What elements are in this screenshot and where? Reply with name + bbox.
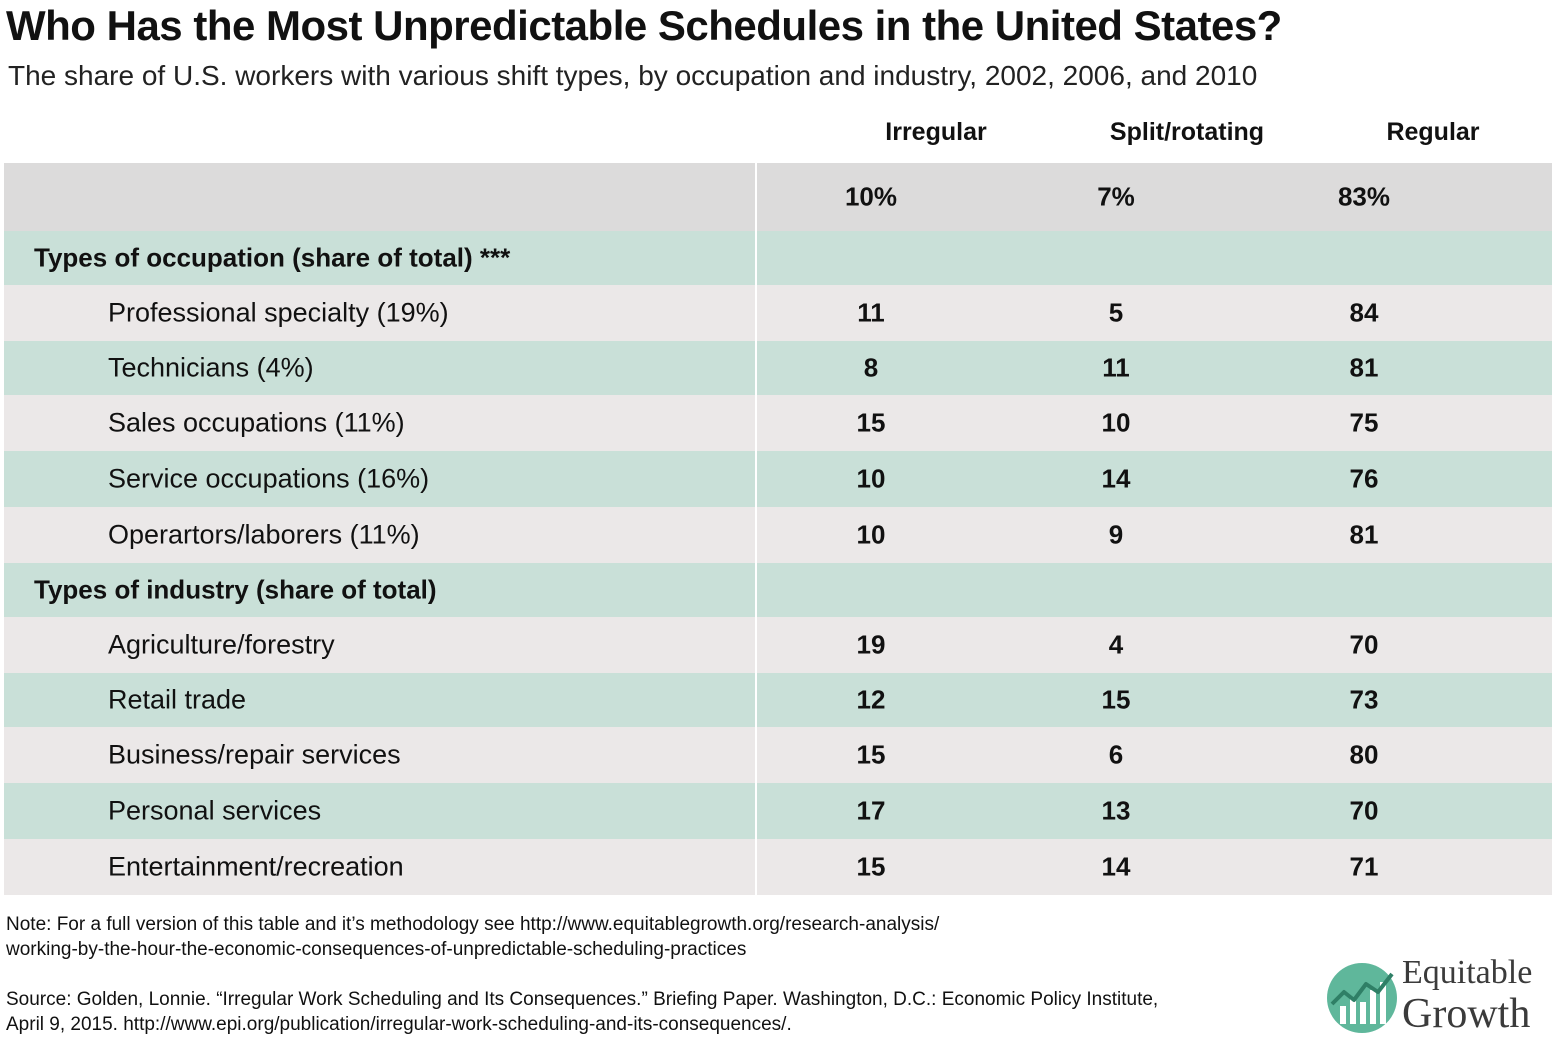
- cell-regular: 84: [1349, 297, 1379, 328]
- section-label: Types of occupation (share of total) ***: [34, 242, 511, 273]
- table-source: Source: Golden, Lonnie. “Irregular Work …: [6, 987, 1158, 1037]
- row-label-cell: Personal services: [4, 783, 757, 839]
- cell-irregular: 8: [863, 352, 879, 383]
- cell-irregular: 15: [856, 739, 886, 770]
- table-note: Note: For a full version of this table a…: [6, 912, 939, 962]
- row-label: Personal services: [108, 795, 322, 826]
- row-label: Operartors/laborers (11%): [108, 519, 420, 550]
- row-label-cell: Types of occupation (share of total) ***: [4, 231, 757, 285]
- column-headers: Irregular Split/rotating Regular: [0, 118, 1552, 158]
- column-header-regular: Regular: [1386, 118, 1480, 146]
- logo-text-growth: Growth: [1402, 991, 1531, 1037]
- cell-split-rotating: 15: [1101, 684, 1131, 715]
- section-header-row: Types of industry (share of total): [4, 563, 1552, 617]
- row-label-cell: Professional specialty (19%): [4, 285, 757, 341]
- table-row: Personal services 17 13 70: [4, 783, 1552, 839]
- table-row: Agriculture/forestry 19 4 70: [4, 617, 1552, 673]
- cell-irregular: 12: [856, 684, 886, 715]
- row-label-cell: Sales occupations (11%): [4, 395, 757, 451]
- cell-regular: 81: [1349, 519, 1379, 550]
- table-row: Retail trade 12 15 73: [4, 673, 1552, 727]
- note-line-1: Note: For a full version of this table a…: [6, 914, 940, 935]
- cell-split-rotating: 11: [1102, 352, 1130, 383]
- page-subtitle: The share of U.S. workers with various s…: [8, 60, 1258, 91]
- row-label: Professional specialty (19%): [108, 297, 449, 328]
- row-label-cell: Service occupations (16%): [4, 451, 757, 507]
- cell-regular: 73: [1349, 684, 1379, 715]
- equitable-growth-logo: Equitable Growth: [1326, 954, 1550, 1038]
- cell-split-rotating: 5: [1108, 297, 1124, 328]
- row-label: Service occupations (16%): [108, 463, 430, 494]
- table-row: Professional specialty (19%) 11 5 84: [4, 285, 1552, 341]
- logo-text-equitable: Equitable: [1402, 954, 1533, 991]
- source-line-1: Source: Golden, Lonnie. “Irregular Work …: [6, 989, 1159, 1010]
- cell-regular: 70: [1349, 795, 1379, 826]
- cell-split-rotating: 13: [1101, 795, 1131, 826]
- section-header-row: Types of occupation (share of total) ***: [4, 231, 1552, 285]
- row-label-cell: Agriculture/forestry: [4, 617, 757, 673]
- table-row: Sales occupations (11%) 15 10 75: [4, 395, 1552, 451]
- table-row: Operartors/laborers (11%) 10 9 81: [4, 507, 1552, 563]
- cell-irregular: 19: [856, 629, 886, 660]
- equitable-growth-logo-icon: [1327, 963, 1397, 1033]
- cell-split-rotating: 10: [1101, 407, 1131, 438]
- cell-regular: 76: [1349, 463, 1379, 494]
- cell-irregular: 15: [856, 407, 886, 438]
- cell-regular: 81: [1349, 352, 1379, 383]
- cell-irregular: 15: [856, 851, 886, 882]
- cell-irregular: 10%: [844, 181, 898, 212]
- cell-regular: 70: [1349, 629, 1379, 660]
- cell-regular: 83%: [1337, 181, 1391, 212]
- cell-split-rotating: 9: [1108, 519, 1124, 550]
- row-label-cell: Entertainment/recreation: [4, 839, 757, 895]
- row-label: Entertainment/recreation: [108, 851, 404, 882]
- section-label: Types of industry (share of total): [34, 574, 437, 605]
- cell-split-rotating: 14: [1101, 463, 1131, 494]
- cell-regular: 75: [1349, 407, 1379, 438]
- row-label-cell: Types of industry (share of total): [4, 563, 757, 617]
- row-label: Sales occupations (11%): [108, 407, 405, 438]
- row-label-cell: Technicians (4%): [4, 341, 757, 395]
- table-row: Business/repair services 15 6 80: [4, 727, 1552, 783]
- cell-split-rotating: 4: [1108, 629, 1124, 660]
- row-label: Retail trade: [108, 684, 247, 715]
- table-row: Entertainment/recreation 15 14 71: [4, 839, 1552, 895]
- cell-split-rotating: 14: [1101, 851, 1131, 882]
- column-header-irregular: Irregular: [885, 118, 987, 146]
- row-label-cell: Business/repair services: [4, 727, 757, 783]
- total-row: 10% 7% 83%: [4, 163, 1552, 231]
- row-label: Agriculture/forestry: [108, 629, 335, 660]
- row-label: Business/repair services: [108, 739, 401, 770]
- row-label-cell: Operartors/laborers (11%): [4, 507, 757, 563]
- schedule-table: 10% 7% 83% Types of occupation (share of to…: [4, 163, 1552, 895]
- table-row: Technicians (4%) 8 11 81: [4, 341, 1552, 395]
- cell-irregular: 10: [856, 519, 886, 550]
- cell-irregular: 11: [857, 297, 885, 328]
- table-row: Service occupations (16%) 10 14 76: [4, 451, 1552, 507]
- cell-irregular: 17: [856, 795, 886, 826]
- cell-split-rotating: 6: [1108, 739, 1124, 770]
- cell-regular: 71: [1349, 851, 1379, 882]
- column-header-split-rotating: Split/rotating: [1109, 118, 1265, 146]
- row-label-cell: [4, 163, 757, 231]
- cell-regular: 80: [1349, 739, 1379, 770]
- source-line-2: April 9, 2015. http://www.epi.org/public…: [6, 1014, 792, 1035]
- note-line-2: working-by-the-hour-the-economic-consequ…: [6, 939, 747, 960]
- row-label-cell: Retail trade: [4, 673, 757, 727]
- cell-irregular: 10: [856, 463, 886, 494]
- row-label: Technicians (4%): [108, 352, 314, 383]
- page-title: Who Has the Most Unpredictable Schedules…: [6, 2, 1282, 49]
- cell-split-rotating: 7%: [1097, 181, 1135, 212]
